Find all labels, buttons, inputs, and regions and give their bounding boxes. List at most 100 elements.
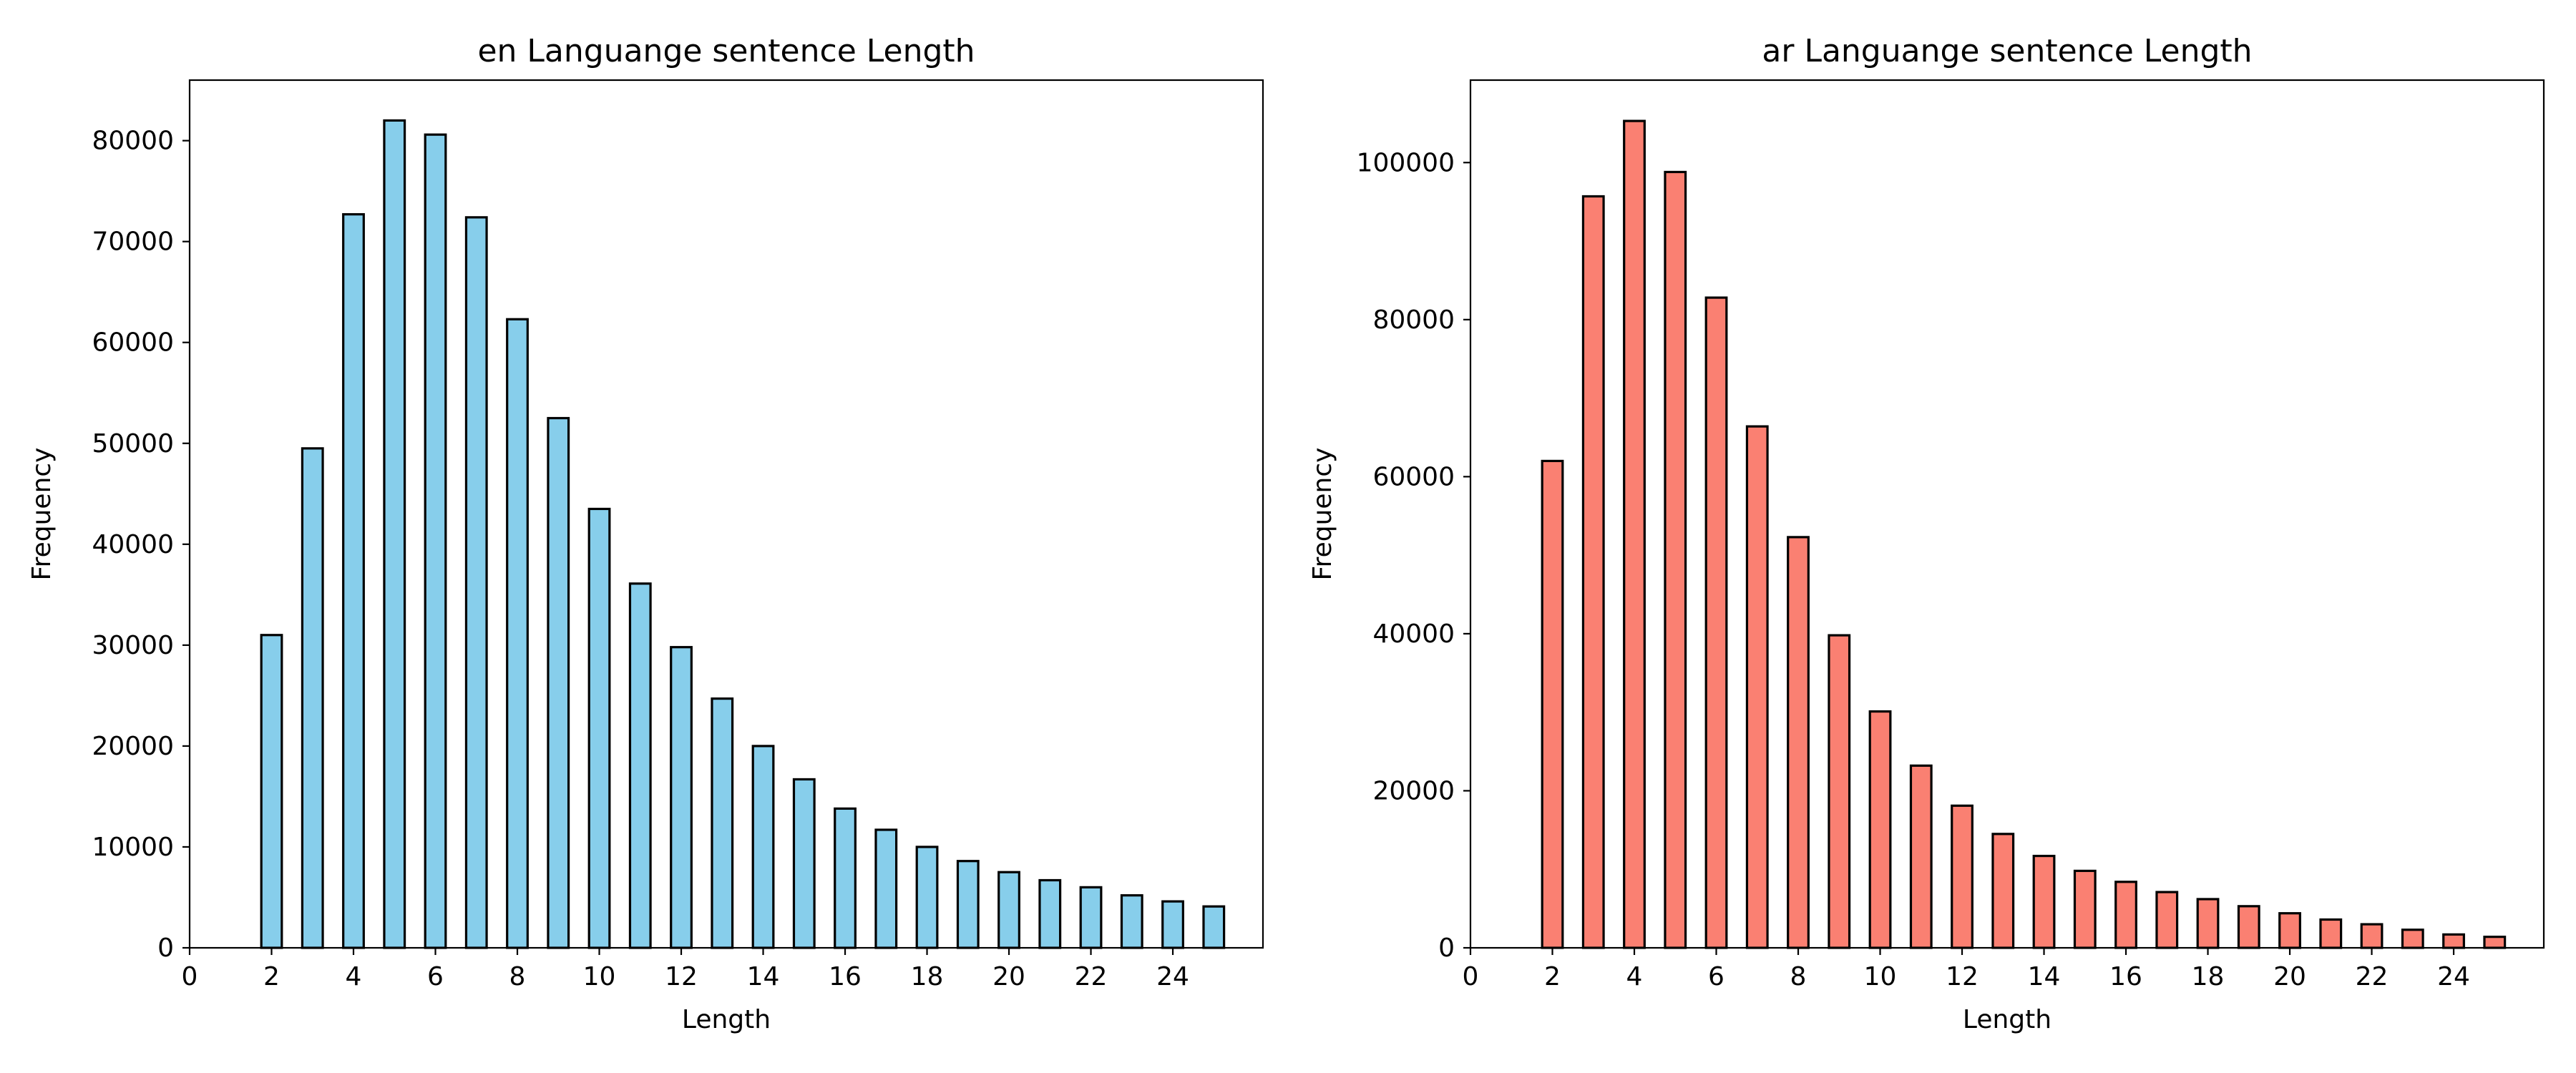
plot-frame	[188, 79, 1264, 949]
bar-length-22	[2360, 923, 2384, 949]
chart-en-sentence-length: 0 2 4 6 8 10 12 14 16 18 20 22 240100002000030000400…	[27, 33, 1264, 1034]
bar-length-7	[464, 216, 488, 949]
x-tick-label: 0	[1463, 962, 1479, 991]
bar-length-8	[506, 318, 529, 949]
bar-length-20	[2278, 912, 2301, 949]
bar-length-10	[587, 507, 611, 949]
bar-length-15	[2073, 869, 2097, 949]
x-tick-label: 14	[747, 962, 780, 991]
bar-length-19	[956, 860, 980, 949]
x-tick-label: 18	[2192, 962, 2225, 991]
y-tick-label: 40000	[92, 530, 174, 559]
bar-length-17	[874, 828, 898, 949]
chart-ar-sentence-length: 0 2 4 6 8 10 12 14 16 18 20 22 240200004000060000800…	[1308, 33, 2545, 1034]
x-tick-label: 22	[2356, 962, 2389, 991]
chart-title: en Languange sentence Length	[477, 33, 975, 69]
bar-length-2	[260, 634, 283, 949]
y-tick-label: 70000	[92, 227, 174, 257]
bar-length-23	[1120, 894, 1143, 949]
chart-title: ar Languange sentence Length	[1762, 33, 2252, 69]
x-tick-label: 2	[263, 962, 280, 991]
bar-length-11	[628, 582, 652, 949]
y-axis-label: Frequency	[27, 448, 57, 581]
x-tick-label: 10	[1864, 962, 1897, 991]
y-tick-label: 50000	[92, 429, 174, 459]
bar-length-14	[751, 745, 775, 949]
x-tick-label: 20	[2273, 962, 2306, 991]
x-tick-label: 4	[1626, 962, 1643, 991]
bar-length-16	[834, 807, 857, 949]
bar-length-9	[547, 416, 570, 949]
bar-length-14	[2032, 854, 2056, 949]
bar-length-19	[2237, 905, 2260, 949]
x-tick-label: 6	[1708, 962, 1724, 991]
x-tick-label: 8	[509, 962, 526, 991]
y-tick-label: 80000	[92, 127, 174, 156]
plot-frame	[1469, 79, 2545, 949]
x-tick-label: 12	[1946, 962, 1979, 991]
x-tick-label: 6	[427, 962, 444, 991]
bar-length-7	[1745, 425, 1769, 949]
bar-length-10	[1868, 710, 1892, 949]
bar-length-18	[2196, 898, 2220, 949]
bar-length-15	[792, 778, 816, 949]
x-axis-label: Length	[682, 1005, 771, 1034]
x-tick-label: 24	[2437, 962, 2470, 991]
bar-length-20	[997, 871, 1020, 949]
x-tick-label: 16	[829, 962, 862, 991]
x-tick-label: 8	[1790, 962, 1807, 991]
bar-length-21	[1038, 878, 1062, 949]
y-tick-label: 0	[1438, 934, 1455, 963]
bar-length-12	[670, 646, 693, 949]
x-tick-label: 20	[992, 962, 1025, 991]
bar-length-17	[2155, 891, 2179, 949]
x-tick-label: 18	[911, 962, 944, 991]
bar-length-6	[1704, 296, 1728, 949]
bar-length-3	[1581, 195, 1605, 949]
bar-length-25	[1202, 905, 1226, 949]
x-tick-label: 2	[1544, 962, 1561, 991]
bar-length-5	[383, 119, 406, 949]
x-tick-label: 10	[583, 962, 616, 991]
bar-length-3	[301, 447, 324, 949]
bar-length-12	[1951, 804, 1974, 949]
bar-length-5	[1664, 170, 1687, 949]
x-axis-label: Length	[1963, 1005, 2051, 1034]
bar-length-13	[711, 697, 734, 949]
bar-length-24	[1161, 900, 1184, 949]
y-tick-label: 80000	[1372, 305, 1455, 335]
y-tick-label: 20000	[1372, 776, 1455, 805]
y-tick-label: 60000	[1372, 462, 1455, 491]
bar-length-13	[1991, 833, 2015, 949]
y-tick-label: 20000	[92, 732, 174, 761]
y-tick-label: 0	[157, 934, 174, 963]
bar-length-2	[1541, 459, 1564, 949]
bar-length-4	[1623, 119, 1646, 949]
x-tick-label: 14	[2028, 962, 2061, 991]
bar-length-23	[2401, 929, 2424, 949]
bar-length-22	[1079, 886, 1103, 949]
x-tick-label: 16	[2109, 962, 2142, 991]
bar-length-8	[1787, 536, 1810, 949]
y-axis-label: Frequency	[1308, 448, 1337, 581]
bar-length-21	[2319, 918, 2343, 949]
y-tick-label: 60000	[92, 328, 174, 358]
x-tick-label: 22	[1075, 962, 1108, 991]
y-tick-label: 30000	[92, 631, 174, 660]
x-tick-label: 4	[346, 962, 362, 991]
bar-length-6	[424, 133, 447, 949]
bar-length-25	[2483, 936, 2507, 949]
bar-length-9	[1828, 634, 1851, 949]
y-tick-label: 10000	[92, 833, 174, 862]
y-tick-label: 100000	[1357, 148, 1455, 177]
bar-length-18	[915, 846, 939, 949]
x-tick-label: 0	[182, 962, 198, 991]
bar-length-11	[1909, 764, 1933, 949]
bar-length-4	[342, 212, 365, 949]
bar-length-16	[2114, 881, 2137, 949]
x-tick-label: 24	[1156, 962, 1189, 991]
y-tick-label: 40000	[1372, 619, 1455, 649]
x-tick-label: 12	[665, 962, 698, 991]
bar-length-24	[2442, 933, 2465, 949]
